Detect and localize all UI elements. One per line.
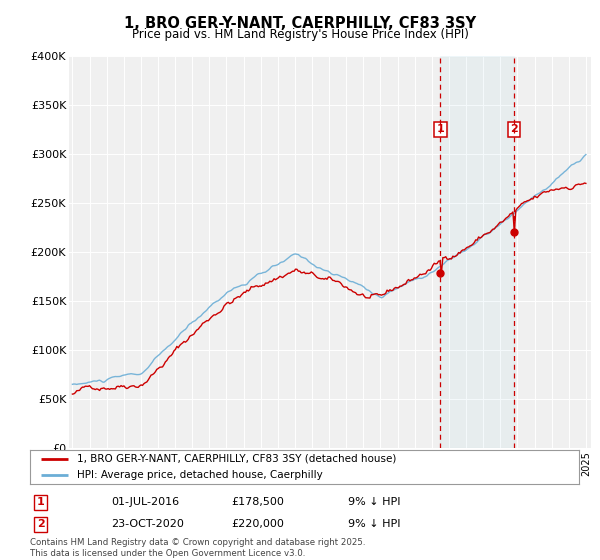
Text: 1, BRO GER-Y-NANT, CAERPHILLY, CF83 3SY (detached house): 1, BRO GER-Y-NANT, CAERPHILLY, CF83 3SY …	[77, 454, 396, 464]
Text: 23-OCT-2020: 23-OCT-2020	[111, 519, 184, 529]
Text: 2: 2	[510, 124, 518, 134]
Text: 9% ↓ HPI: 9% ↓ HPI	[348, 519, 401, 529]
Bar	[440, 56, 514, 448]
Text: 1, BRO GER-Y-NANT, CAERPHILLY, CF83 3SY: 1, BRO GER-Y-NANT, CAERPHILLY, CF83 3SY	[124, 16, 476, 31]
Text: Contains HM Land Registry data © Crown copyright and database right 2025.
This d: Contains HM Land Registry data © Crown c…	[30, 538, 365, 558]
Text: HPI: Average price, detached house, Caerphilly: HPI: Average price, detached house, Caer…	[77, 470, 322, 480]
Text: 1: 1	[37, 497, 44, 507]
Text: 9% ↓ HPI: 9% ↓ HPI	[348, 497, 401, 507]
Text: £178,500: £178,500	[231, 497, 284, 507]
Text: 1: 1	[437, 124, 444, 134]
Text: 01-JUL-2016: 01-JUL-2016	[111, 497, 179, 507]
Text: 2: 2	[37, 519, 44, 529]
Text: Price paid vs. HM Land Registry's House Price Index (HPI): Price paid vs. HM Land Registry's House …	[131, 28, 469, 41]
Text: £220,000: £220,000	[231, 519, 284, 529]
